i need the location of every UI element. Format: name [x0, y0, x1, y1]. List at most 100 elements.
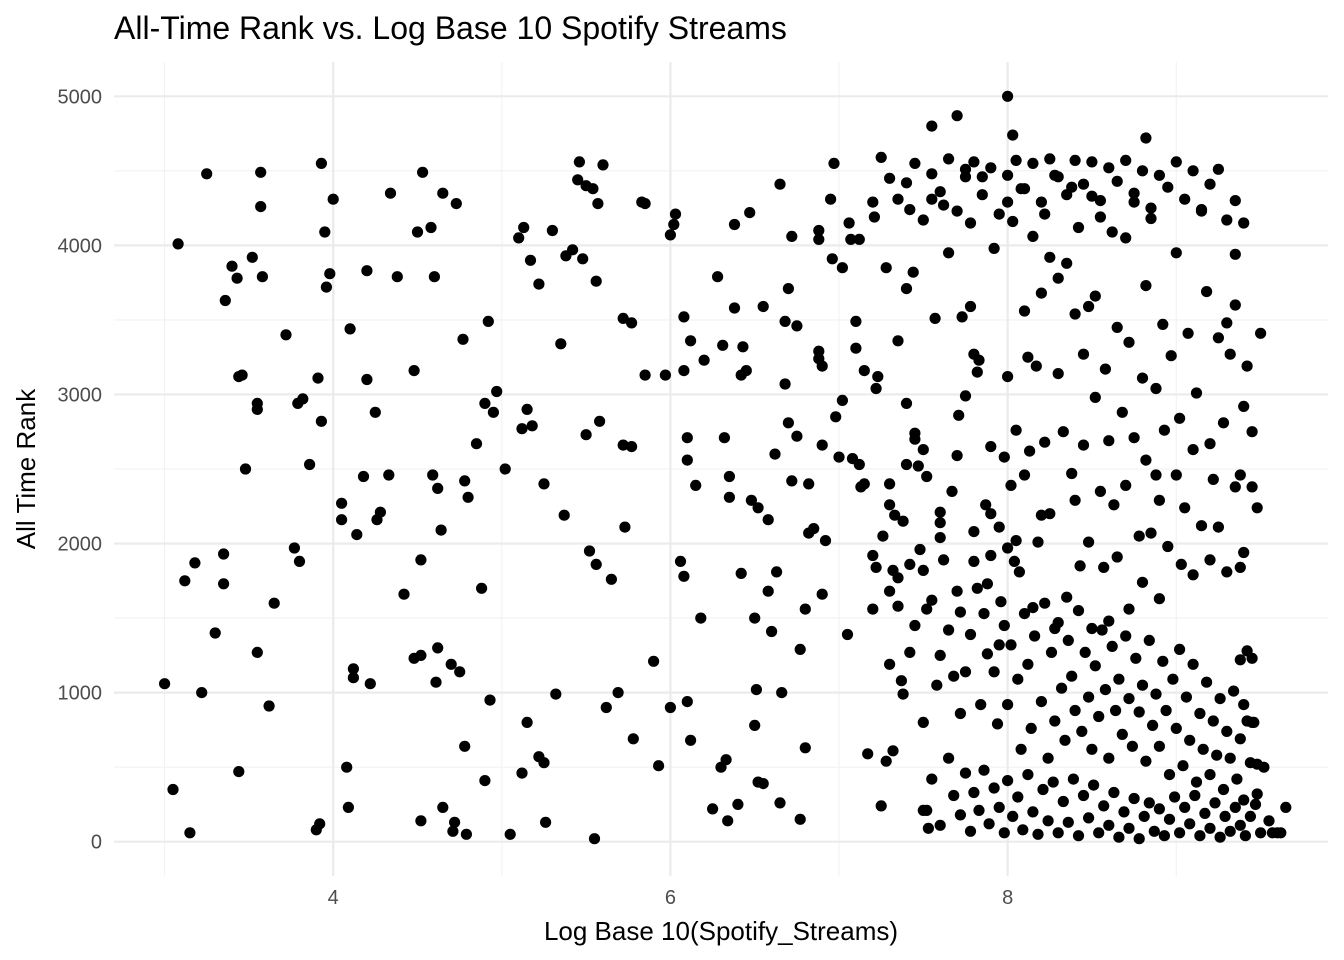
data-point [1035, 287, 1047, 299]
data-point [1158, 424, 1170, 436]
data-point [1212, 521, 1224, 533]
data-point [1169, 791, 1181, 803]
data-point [1136, 372, 1149, 384]
data-point [1066, 670, 1078, 682]
data-point [1143, 797, 1155, 809]
data-point [934, 517, 946, 529]
data-point [887, 564, 899, 577]
data-point [1002, 169, 1014, 181]
data-point [976, 171, 988, 183]
data-point [1163, 769, 1176, 781]
data-point [774, 178, 786, 190]
data-point [1018, 469, 1031, 481]
data-point [900, 458, 913, 471]
data-point [1072, 221, 1085, 234]
data-point [1251, 502, 1263, 514]
data-point [435, 524, 447, 536]
data-point [681, 454, 693, 466]
data-point [1030, 360, 1042, 372]
data-point [744, 207, 756, 219]
data-point [1251, 788, 1263, 800]
data-point [659, 369, 672, 381]
data-point [518, 221, 530, 234]
data-point [1022, 658, 1034, 670]
data-point [653, 760, 665, 772]
data-point [361, 265, 373, 277]
data-point [521, 716, 533, 729]
data-point [1103, 819, 1115, 831]
data-point [951, 110, 963, 122]
data-point [251, 646, 263, 659]
data-point [892, 600, 904, 612]
data-point [1052, 827, 1064, 839]
data-point [1089, 660, 1101, 672]
data-point [484, 694, 496, 706]
data-point [757, 778, 769, 790]
data-point [1212, 332, 1224, 344]
data-point [1093, 827, 1105, 839]
data-point [239, 463, 252, 475]
data-point [1069, 308, 1081, 320]
data-point [1066, 467, 1078, 480]
data-point [875, 800, 887, 812]
data-point [432, 482, 444, 494]
data-point [799, 742, 811, 754]
data-point [384, 187, 397, 199]
data-point [1207, 715, 1219, 727]
data-point [179, 575, 191, 587]
data-point [1062, 816, 1074, 828]
data-point [233, 766, 245, 778]
data-point [167, 783, 179, 796]
data-point [572, 174, 584, 186]
data-point [954, 707, 967, 720]
data-point [884, 478, 896, 490]
data-point [1133, 706, 1145, 718]
data-point [943, 247, 955, 259]
data-point [1037, 783, 1049, 796]
data-point [1027, 806, 1039, 818]
data-point [907, 266, 919, 278]
data-point [968, 526, 980, 538]
data-point [1158, 830, 1170, 842]
data-point [1086, 190, 1098, 202]
data-point [1120, 479, 1132, 491]
data-point [1098, 800, 1110, 812]
data-point [558, 509, 570, 521]
data-point [892, 335, 904, 347]
data-point [1032, 828, 1044, 840]
data-point [1002, 90, 1014, 102]
data-point [1089, 290, 1101, 302]
data-point [904, 558, 916, 571]
data-point [1024, 445, 1036, 457]
data-point [1008, 555, 1021, 568]
data-point [1224, 348, 1236, 360]
data-point [922, 822, 935, 834]
data-point [1120, 154, 1132, 166]
data-point [926, 193, 938, 205]
data-point [1145, 527, 1157, 539]
data-point [664, 229, 677, 241]
x-tick-label: 4 [328, 887, 339, 909]
data-point [1039, 208, 1051, 220]
data-point [297, 393, 309, 405]
data-point [816, 588, 828, 600]
data-point [853, 458, 865, 471]
data-point [1229, 299, 1241, 311]
data-point [853, 233, 865, 245]
data-point [218, 548, 230, 560]
data-point [324, 268, 336, 280]
data-point [445, 658, 457, 670]
data-point [415, 554, 427, 566]
data-point [973, 804, 985, 817]
data-point [1238, 217, 1250, 229]
data-point [1032, 536, 1044, 548]
data-point [1246, 481, 1258, 493]
data-point [462, 491, 474, 503]
data-point [988, 242, 1000, 254]
data-point [1197, 743, 1209, 755]
y-tick-label: 5000 [58, 86, 103, 108]
data-point [1052, 171, 1064, 183]
data-point [513, 232, 525, 244]
data-point [482, 315, 494, 327]
data-point [567, 244, 579, 256]
